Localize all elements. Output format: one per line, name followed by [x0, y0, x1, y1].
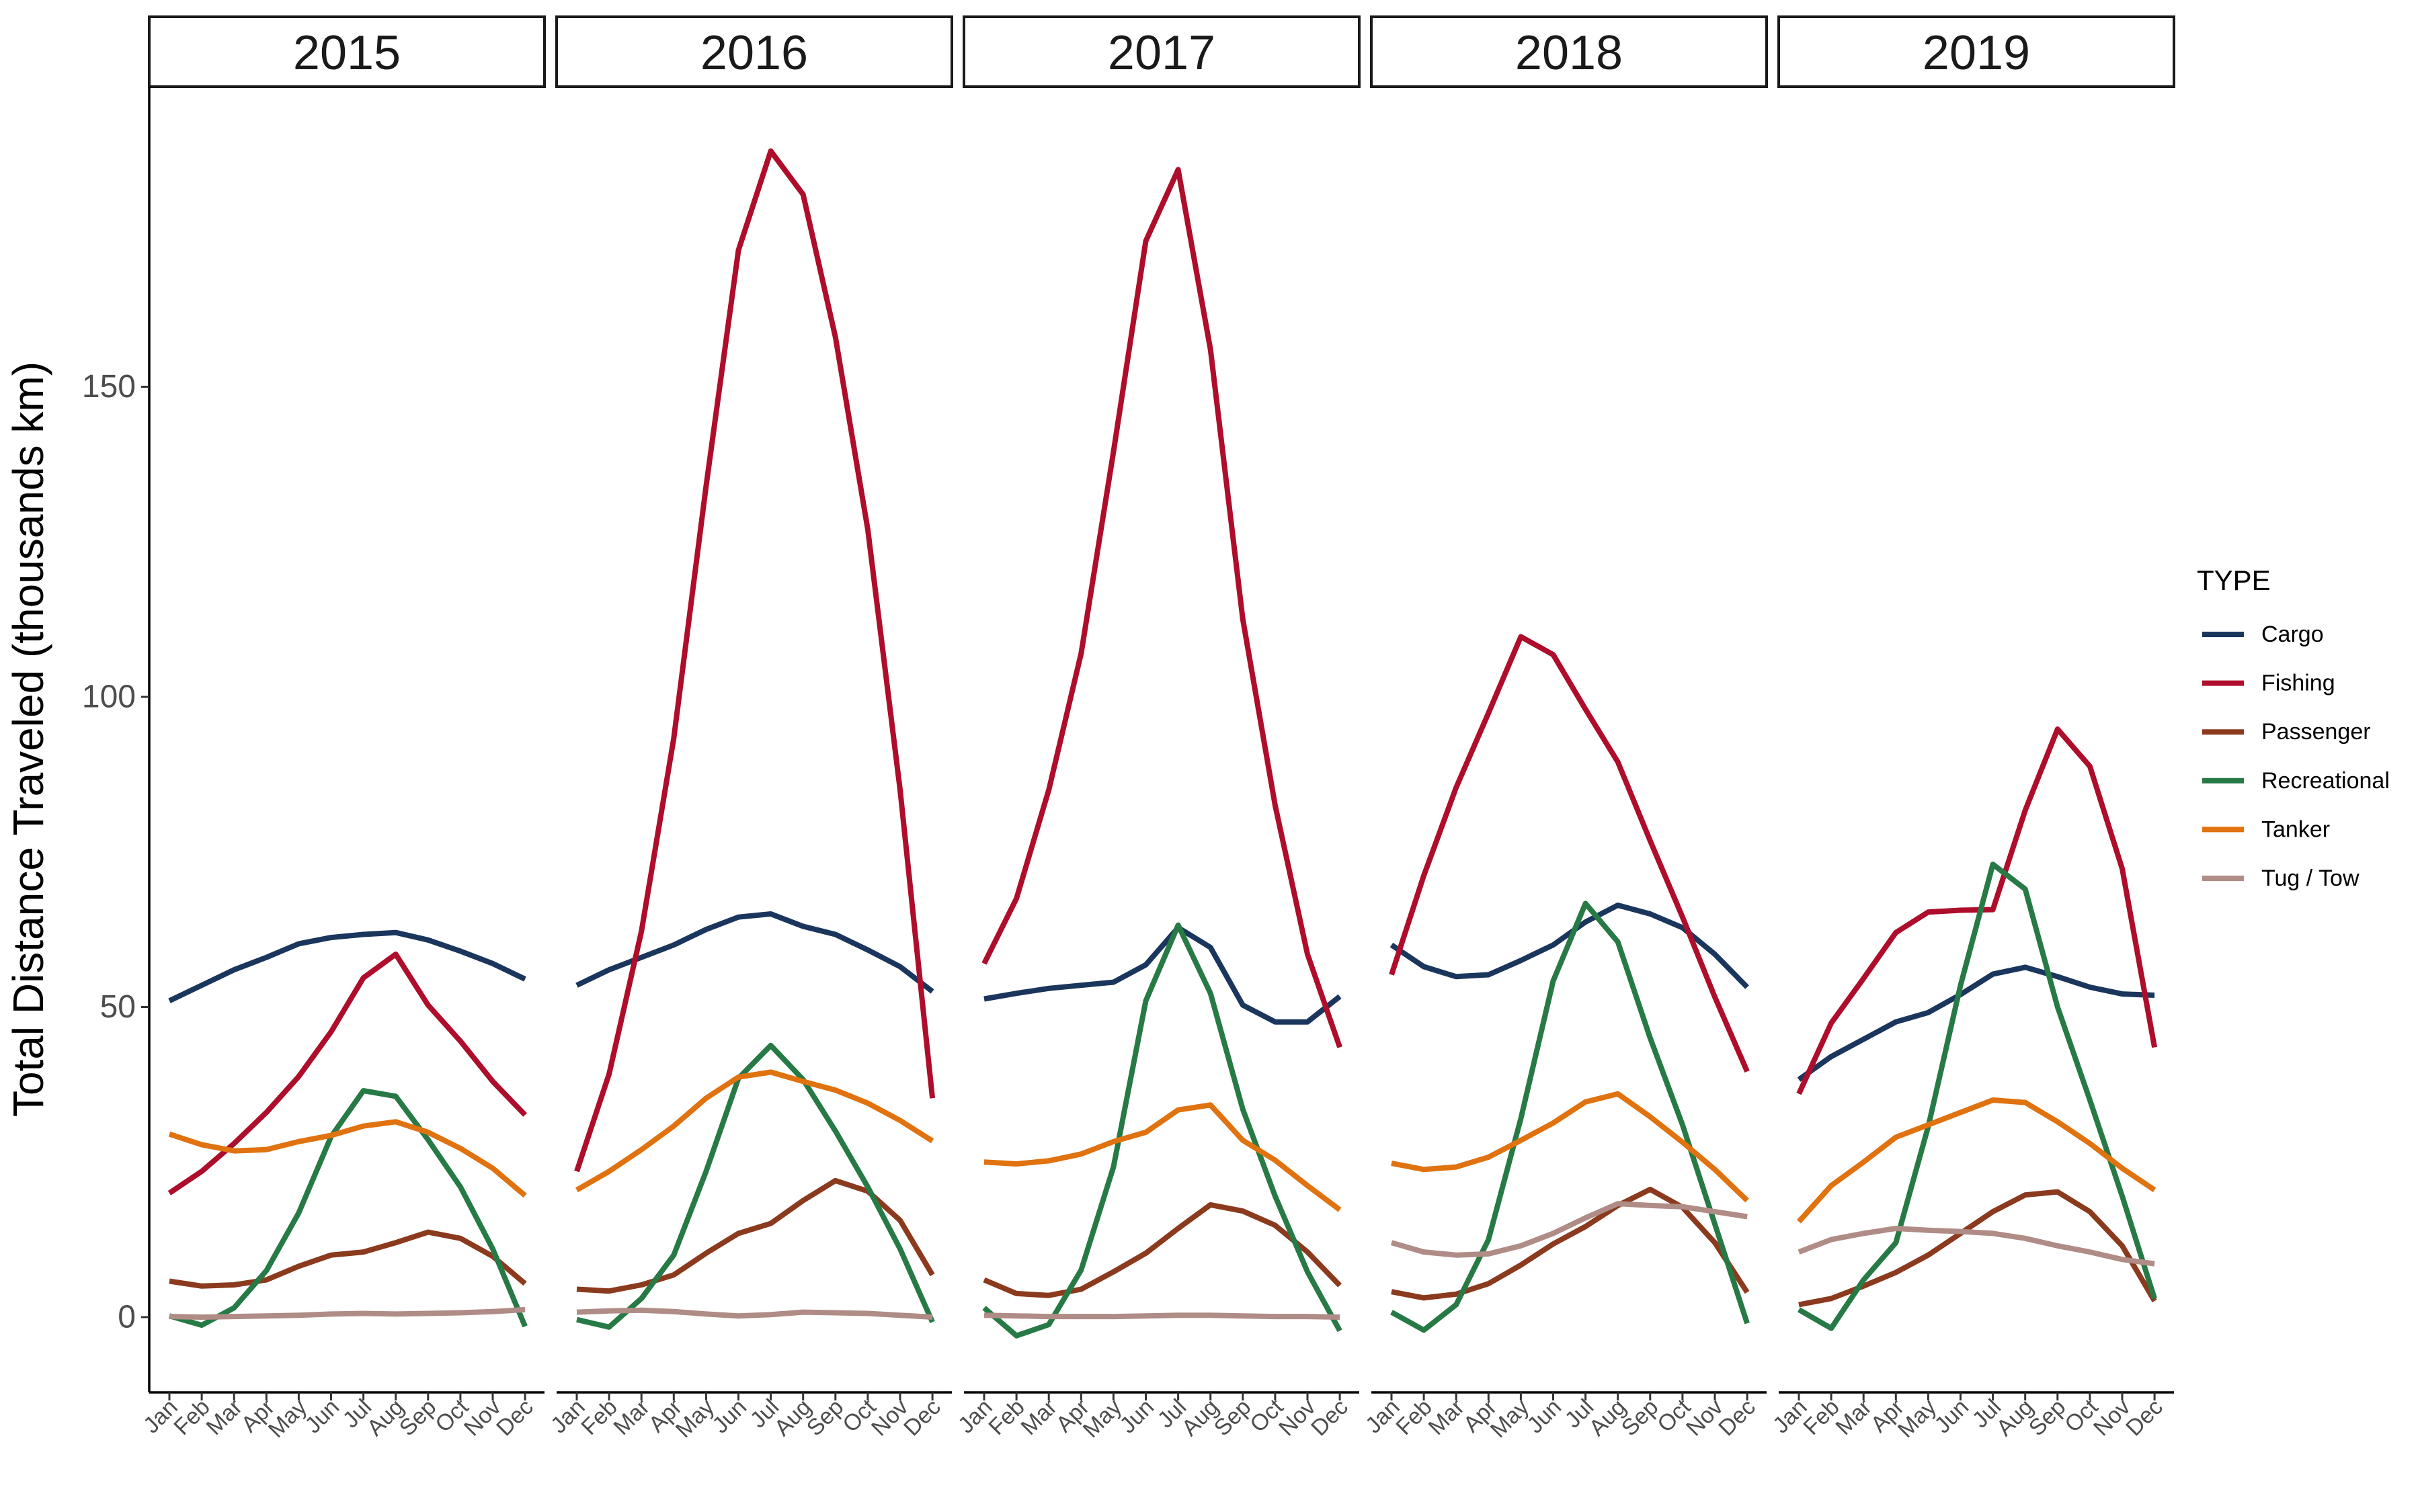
- x-tick-label: Dec: [2121, 1394, 2168, 1441]
- legend-label: Fishing: [2261, 671, 2335, 696]
- series-line-recreational-2016: [576, 1042, 935, 1330]
- series-line-tanker-2018: [1391, 1091, 1749, 1203]
- facet-strip-box-2018: [1370, 15, 1768, 88]
- facet-strip-label-2015: 2015: [293, 26, 401, 80]
- series-line-passenger-2015: [169, 1229, 527, 1289]
- legend-item: Tanker: [2202, 816, 2330, 842]
- series-line-tug-tow-2015: [169, 1306, 526, 1320]
- series-line-tug-tow-2017: [983, 1312, 1340, 1320]
- facet-strip-label-2018: 2018: [1515, 26, 1623, 80]
- facet-strip-label-2016: 2016: [700, 26, 808, 80]
- y-axis: 0 50 100 150 Total Distance Traveled (thousa…: [4, 87, 151, 1392]
- legend-title: TYPE: [2197, 564, 2271, 596]
- series-line-passenger-2016: [576, 1177, 935, 1294]
- x-tick-label: Jun: [300, 1394, 345, 1439]
- series-line-cargo-2019: [1797, 964, 2155, 1082]
- facet-strip-label-2017: 2017: [1108, 26, 1215, 80]
- x-tick-label: Jun: [1115, 1394, 1160, 1439]
- series-line-recreational-2015: [168, 1088, 528, 1328]
- legend-label: Recreational: [2261, 768, 2390, 794]
- x-tick-label: Dec: [491, 1394, 538, 1441]
- x-tick-label: Dec: [1306, 1394, 1353, 1441]
- series-line-tanker-2015: [168, 1119, 527, 1198]
- series-line-passenger-2019: [1798, 1189, 2157, 1308]
- x-tick-label: Jun: [1523, 1394, 1567, 1439]
- legend-label: Tanker: [2261, 816, 2330, 842]
- series-line-tanker-2016: [575, 1069, 934, 1193]
- series-line-fishing-2017: [981, 167, 1342, 1048]
- series-line-recreational-2017: [982, 922, 1342, 1339]
- legend-item: Fishing: [2202, 671, 2335, 696]
- legend-label: Cargo: [2261, 622, 2324, 647]
- legend-item: Cargo: [2202, 622, 2324, 647]
- facet-strip-box-2017: [963, 15, 1361, 88]
- series-line-tanker-2019: [1797, 1097, 2156, 1224]
- facet-strip-box-2016: [555, 15, 953, 88]
- x-tick-label: Jun: [708, 1394, 752, 1439]
- x-tick-label: Dec: [899, 1394, 946, 1441]
- series-line-fishing-2016: [574, 148, 936, 1173]
- series-line-fishing-2018: [1389, 634, 1750, 1073]
- legend: TYPE Cargo Fishing Passenger Recreational Tan…: [2197, 564, 2390, 891]
- series-line-recreational-2018: [1390, 900, 1750, 1333]
- series-line-cargo-2015: [168, 929, 526, 1003]
- series-line-fishing-2019: [1796, 726, 2158, 1095]
- y-tick-label: 100: [82, 679, 136, 715]
- facet-strip-box-2015: [148, 15, 546, 88]
- y-axis-title: Total Distance Traveled (thousands km): [4, 362, 52, 1117]
- series-line-passenger-2018: [1391, 1186, 1750, 1301]
- series-line-passenger-2017: [983, 1202, 1342, 1298]
- x-tick-label: Jun: [1930, 1394, 1974, 1439]
- legend-label: Passenger: [2261, 719, 2371, 745]
- facet-strip-label-2019: 2019: [1923, 26, 2030, 80]
- facet-strips: 2015 2016 2017 2018 2019: [148, 15, 2175, 88]
- series-line-recreational-2019: [1798, 862, 2157, 1331]
- series-line-tanker-2017: [983, 1102, 1342, 1212]
- series-line-tug-tow-2018: [1390, 1201, 1748, 1258]
- y-tick-label: 0: [118, 1300, 136, 1335]
- legend-label: Tug / Tow: [2261, 866, 2360, 891]
- legend-item: Tug / Tow: [2202, 866, 2360, 891]
- y-tick-label: 50: [100, 989, 136, 1025]
- facet-strip-box-2019: [1777, 15, 2175, 88]
- series-line-tug-tow-2019: [1798, 1226, 2155, 1267]
- y-tick-label: 150: [82, 369, 136, 405]
- series-line-tug-tow-2016: [576, 1307, 933, 1320]
- legend-item: Passenger: [2202, 719, 2371, 745]
- x-tick-label: Dec: [1713, 1394, 1761, 1441]
- legend-item: Recreational: [2202, 768, 2390, 794]
- series-line-cargo-2017: [983, 925, 1342, 1025]
